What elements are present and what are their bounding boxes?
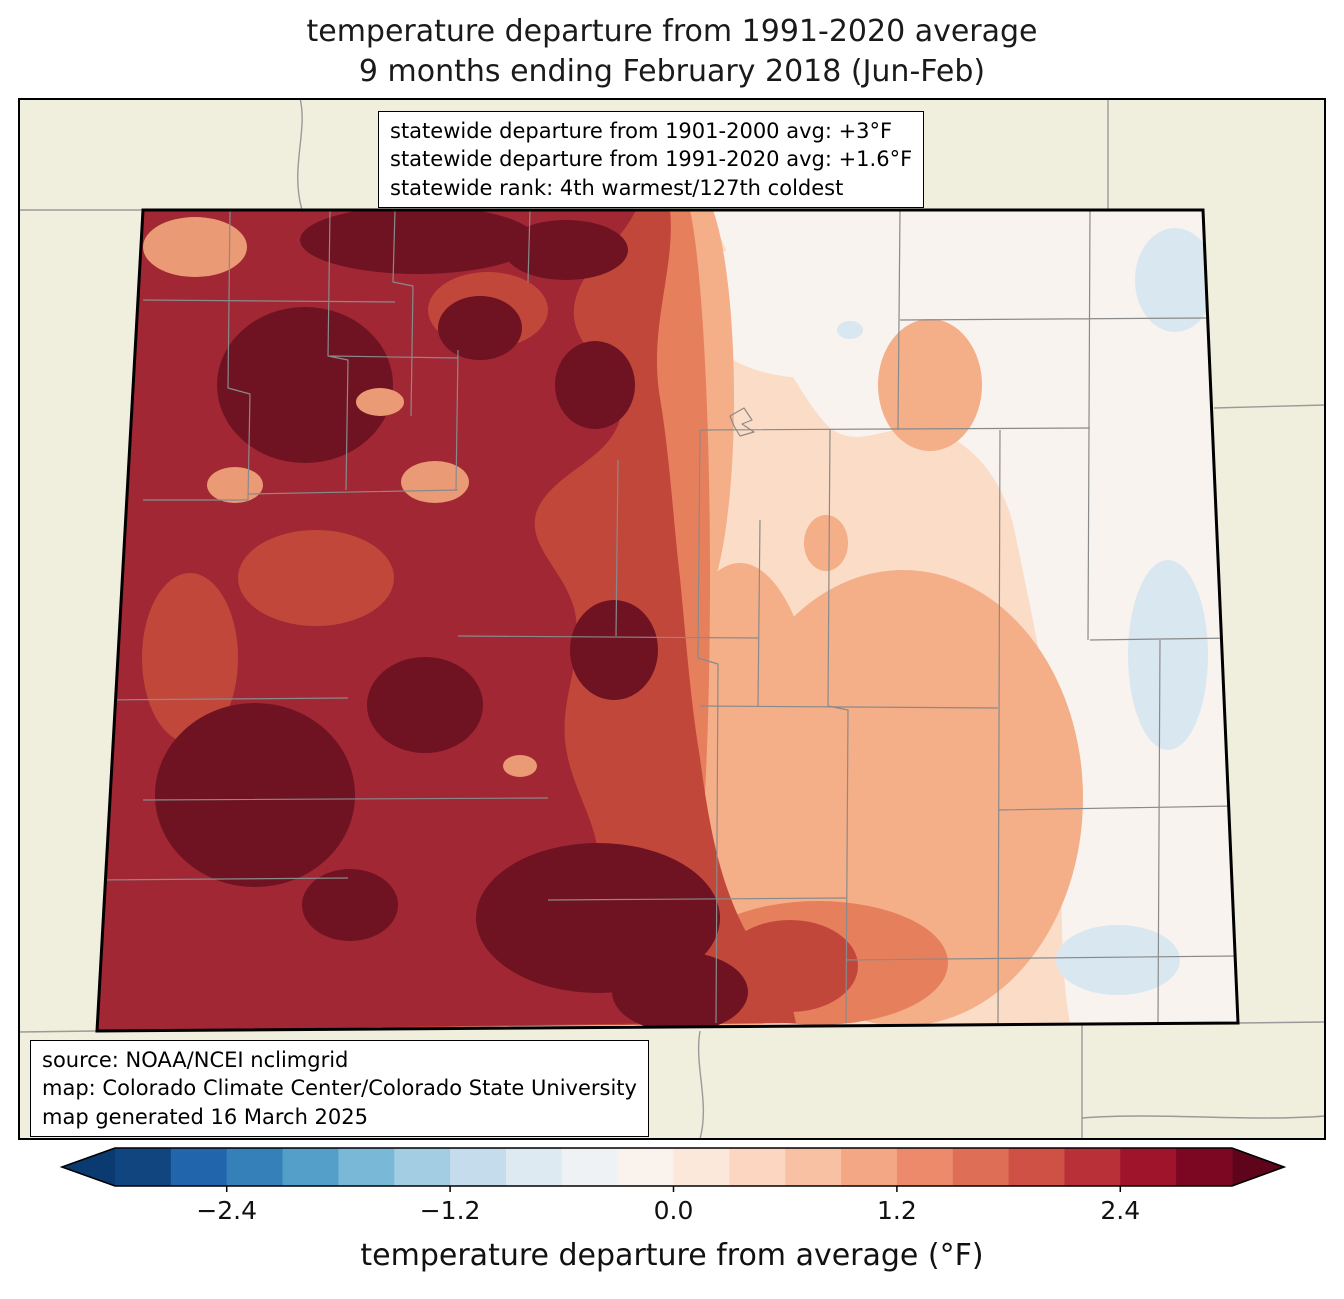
contour-blob: [207, 467, 263, 503]
colorado-state-border: [95, 208, 1240, 1033]
contour-blob: [217, 307, 393, 463]
colorbar-tick-label: 1.2: [877, 1196, 917, 1225]
source-box: source: NOAA/NCEI nclimgrid map: Colorad…: [30, 1040, 649, 1138]
contour-blob: [504, 220, 628, 280]
colorbar-segment: [561, 1148, 619, 1186]
colorbar-tick-label: 0.0: [654, 1196, 694, 1225]
colorbar-segment: [673, 1148, 730, 1186]
colorbar-segment: [1176, 1148, 1233, 1186]
contour-blob: [878, 319, 982, 451]
colorbar-segment: [226, 1148, 284, 1186]
contour-fill-layers: [97, 210, 1238, 1031]
source-line-3: map generated 16 March 2025: [42, 1104, 369, 1129]
stats-line-1: statewide departure from 1901-2000 avg: …: [390, 119, 893, 143]
colorbar-segment: [896, 1148, 954, 1186]
contour-white-zone: [708, 210, 1238, 1023]
colorbar-segment: [338, 1148, 395, 1186]
contour-blob: [143, 217, 247, 277]
contour-blob: [612, 952, 748, 1031]
contour-blob: [367, 657, 483, 753]
stats-line-3: statewide rank: 4th warmest/127th coldes…: [390, 175, 844, 200]
colorbar-segment: [1008, 1148, 1065, 1186]
colorbar-segment: [505, 1148, 563, 1186]
colorbar-segment: [170, 1148, 228, 1186]
contour-blob: [438, 296, 522, 360]
contour-blob: [503, 755, 537, 777]
stats-box: statewide departure from 1901-2000 avg: …: [378, 111, 925, 209]
stats-line-2: statewide departure from 1991-2020 avg: …: [390, 147, 913, 172]
source-line-2: map: Colorado Climate Center/Colorado St…: [42, 1076, 637, 1101]
contour-blob: [837, 321, 863, 339]
contour-blob: [1056, 925, 1180, 995]
contour-blob: [555, 341, 635, 429]
colorbar-segment: [282, 1148, 339, 1186]
contour-blob: [693, 228, 923, 378]
contour-blob: [722, 920, 858, 1012]
colorbar-segment: [841, 1148, 898, 1186]
colorbar-segment: [617, 1148, 674, 1186]
contour-blob: [1135, 228, 1215, 332]
contour-blob: [302, 869, 398, 941]
colorbar: −2.4 −1.2 0.0 1.2 2.4: [59, 1147, 1287, 1225]
contour-blob: [804, 515, 848, 571]
contour-blob: [300, 210, 536, 274]
colorbar-outline: [59, 1147, 1287, 1187]
colorado-climate-map: [18, 98, 1326, 1140]
figure-title-line1: temperature departure from 1991-2020 ave…: [306, 14, 1038, 49]
source-line-1: source: NOAA/NCEI nclimgrid: [42, 1048, 349, 1072]
colorbar-segment: [729, 1148, 786, 1186]
contour-blob: [356, 388, 404, 416]
colorbar-segment: [450, 1148, 507, 1186]
colorbar-segment: [394, 1148, 451, 1186]
colorbar-tick-label: −2.4: [196, 1196, 257, 1225]
county-boundaries: [97, 210, 1237, 1024]
map-area: statewide departure from 1901-2000 avg: …: [18, 98, 1326, 1140]
colorbar-tick-label: −1.2: [420, 1196, 481, 1225]
contour-blob: [142, 573, 238, 743]
contour-blob: [1128, 560, 1208, 750]
colorbar-axis-label: temperature departure from average (°F): [360, 1238, 984, 1273]
figure-title-line2: 9 months ending February 2018 (Jun-Feb): [358, 53, 986, 89]
colorbar-segment: [952, 1148, 1010, 1186]
figure-title: temperature departure from 1991-2020 ave…: [0, 12, 1344, 91]
contour-blob: [570, 600, 658, 700]
colorbar-segment: [785, 1148, 842, 1186]
colorbar-segment: [1064, 1148, 1121, 1186]
colorbar-arrow-right: [1232, 1148, 1284, 1186]
contour-blob: [238, 530, 394, 626]
neighbor-state-borders: [18, 98, 1326, 1140]
colorbar-tick-label: 2.4: [1100, 1196, 1140, 1225]
contour-blob: [401, 461, 469, 503]
colorbar-arrow-left: [62, 1148, 115, 1186]
contour-blob: [155, 703, 355, 887]
colorbar-segment: [115, 1148, 172, 1186]
colorbar-segment: [1120, 1148, 1177, 1186]
map-frame-border: [18, 98, 1326, 1140]
